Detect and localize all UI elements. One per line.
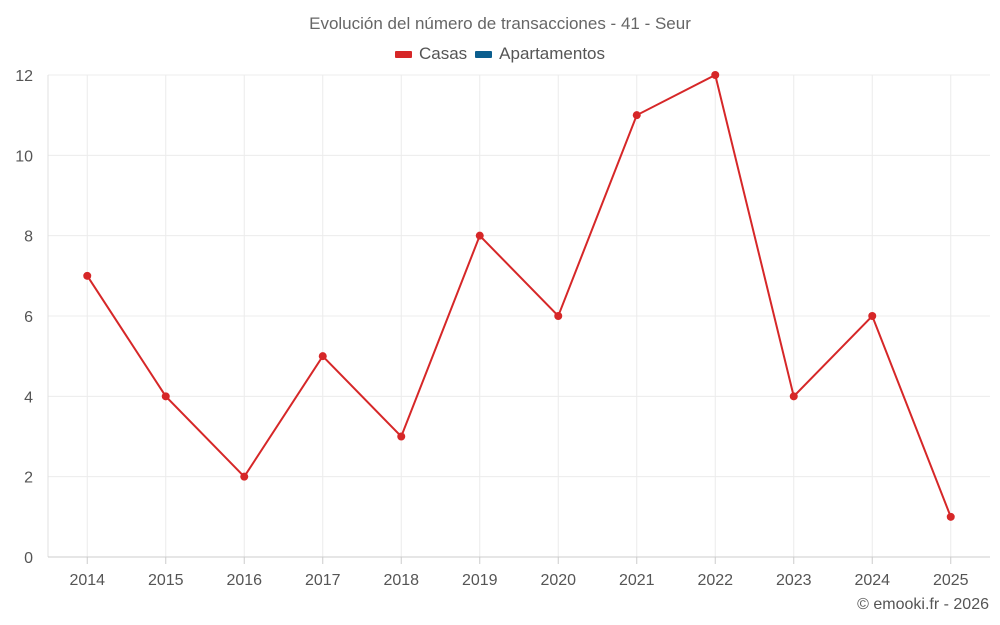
legend-label-casas: Casas bbox=[418, 44, 468, 63]
x-tick-label: 2020 bbox=[540, 572, 576, 589]
x-tick-label: 2024 bbox=[854, 572, 890, 589]
y-tick-label: 0 bbox=[24, 550, 33, 567]
chart-title: Evolución del número de transacciones - … bbox=[309, 14, 691, 33]
data-point-casas bbox=[83, 271, 92, 280]
y-tick-label: 6 bbox=[24, 309, 33, 326]
legend-item-apartamentos[interactable]: Apartamentos bbox=[475, 44, 605, 64]
data-point-casas bbox=[397, 432, 406, 441]
legend: Casas Apartamentos bbox=[0, 44, 1000, 64]
data-point-casas bbox=[868, 312, 877, 320]
x-tick-label: 2019 bbox=[462, 572, 498, 589]
x-tick-label: 2017 bbox=[305, 572, 341, 589]
series-line-casas bbox=[86, 73, 952, 518]
legend-swatch-casas bbox=[394, 50, 412, 58]
data-point-casas bbox=[632, 111, 641, 120]
x-tick-label: 2023 bbox=[776, 572, 812, 589]
legend-swatch-apartamentos bbox=[475, 50, 493, 58]
y-tick-label: 12 bbox=[15, 68, 33, 85]
data-point-casas bbox=[711, 71, 720, 79]
data-point-casas bbox=[475, 231, 484, 240]
data-point-casas bbox=[946, 512, 955, 521]
x-tick-label: 2025 bbox=[933, 572, 969, 589]
data-point-casas bbox=[318, 352, 327, 361]
x-tick-label: 2022 bbox=[697, 572, 733, 589]
x-tick-label: 2021 bbox=[619, 572, 655, 589]
data-point-casas bbox=[554, 312, 563, 320]
legend-label-apartamentos: Apartamentos bbox=[499, 44, 606, 63]
y-tick-label: 8 bbox=[24, 229, 33, 246]
y-tick-label: 4 bbox=[24, 389, 33, 406]
data-point-casas bbox=[161, 392, 170, 401]
legend-item-casas[interactable]: Casas bbox=[394, 44, 468, 64]
credit-text: © emooki.fr - 2026 bbox=[857, 596, 989, 613]
data-point-casas bbox=[240, 472, 249, 481]
x-tick-label: 2015 bbox=[148, 572, 184, 589]
data-point-casas bbox=[789, 392, 798, 401]
x-tick-label: 2016 bbox=[226, 572, 262, 589]
x-tick-label: 2018 bbox=[383, 572, 419, 589]
y-tick-label: 10 bbox=[15, 148, 33, 165]
y-tick-label: 2 bbox=[24, 470, 33, 487]
x-tick-label: 2014 bbox=[69, 572, 105, 589]
